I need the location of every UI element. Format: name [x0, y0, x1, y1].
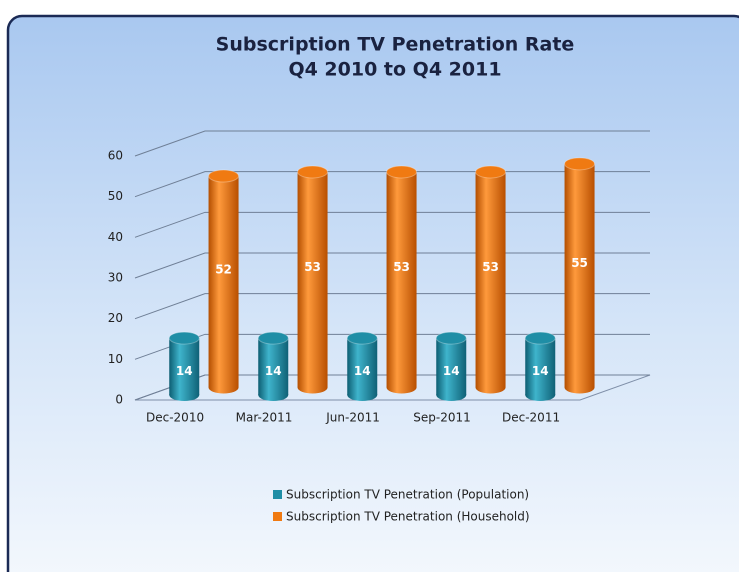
x-tick-label: Sep-2011 — [413, 411, 471, 425]
x-tick-label: Dec-2010 — [146, 411, 204, 425]
bar-base — [386, 381, 417, 394]
bar-base — [564, 381, 595, 394]
y-tick-label: 20 — [108, 311, 123, 325]
bar — [347, 338, 378, 395]
bar-base — [525, 389, 556, 401]
legend-label: Subscription TV Penetration (Population) — [286, 488, 529, 502]
bar-base — [169, 389, 200, 401]
x-tick-label: Dec-2011 — [502, 411, 560, 425]
bar-base — [436, 389, 467, 401]
bar-base — [208, 381, 239, 394]
bar — [564, 163, 595, 388]
x-tick-label: Jun-2011 — [325, 411, 380, 425]
bar-top — [297, 165, 329, 179]
data-label: 14 — [443, 364, 460, 378]
bar — [169, 338, 200, 395]
bar — [475, 171, 506, 388]
data-label: 55 — [571, 256, 588, 270]
bar-base — [347, 389, 378, 401]
legend-swatch — [273, 512, 282, 521]
data-label: 14 — [176, 364, 193, 378]
x-tick-label: Mar-2011 — [236, 411, 293, 425]
data-label: 53 — [393, 260, 410, 274]
y-tick-label: 50 — [108, 189, 123, 203]
y-tick-label: 60 — [108, 149, 123, 163]
bar-top — [435, 331, 467, 345]
data-label: 14 — [532, 364, 549, 378]
bar — [386, 171, 417, 388]
chart-title: Subscription TV Penetration Rate — [216, 34, 575, 56]
bar-top — [475, 165, 507, 179]
bar — [258, 338, 289, 395]
y-tick-label: 10 — [108, 352, 123, 366]
data-label: 53 — [304, 260, 321, 274]
bar — [208, 176, 239, 388]
bar-top — [386, 165, 418, 179]
bar-base — [475, 381, 506, 394]
grid-line — [134, 130, 650, 157]
bar — [436, 338, 467, 395]
chart-subtitle: Q4 2010 to Q4 2011 — [288, 59, 501, 81]
bar-top — [564, 157, 596, 171]
bar — [525, 338, 556, 395]
bar-top — [257, 331, 289, 345]
bar-base — [258, 389, 289, 401]
bar-top — [208, 169, 240, 183]
bar-top — [524, 331, 556, 345]
chart-frame — [6, 14, 739, 576]
bar-top — [346, 331, 378, 345]
y-tick-label: 0 — [115, 393, 123, 407]
data-label: 53 — [482, 260, 499, 274]
y-tick-label: 40 — [108, 230, 123, 244]
legend-swatch — [273, 490, 282, 499]
bar-top — [168, 331, 200, 345]
data-label: 52 — [215, 262, 232, 276]
data-label: 14 — [354, 364, 371, 378]
data-label: 14 — [265, 364, 282, 378]
bar — [297, 171, 328, 388]
y-tick-label: 30 — [108, 271, 123, 285]
legend-label: Subscription TV Penetration (Household) — [286, 510, 530, 524]
bar-base — [297, 381, 328, 394]
